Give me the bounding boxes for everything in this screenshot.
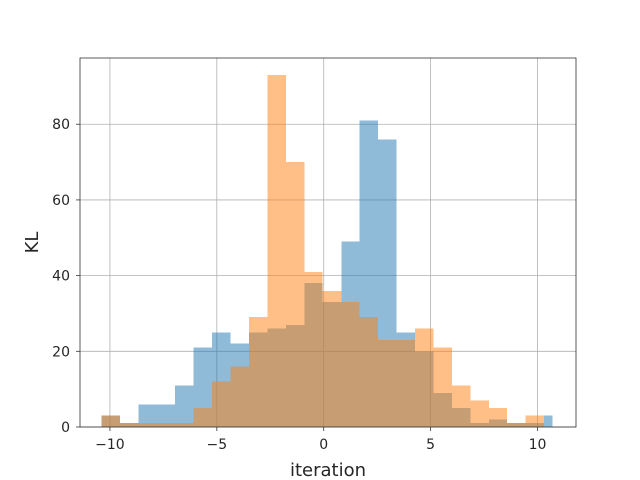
y-tick-label: 20: [52, 344, 70, 360]
histogram-bar: [212, 381, 231, 427]
histogram-bar: [507, 423, 526, 427]
x-tick-label: 5: [426, 437, 435, 453]
histogram-bar: [304, 271, 323, 427]
y-axis-title: KL: [22, 232, 43, 254]
histogram-bar: [544, 415, 553, 427]
histogram-bar: [359, 317, 379, 427]
histogram-bar: [378, 339, 397, 427]
x-tick-label: −5: [207, 437, 228, 453]
histogram-bar: [119, 423, 139, 427]
histogram-bar: [230, 366, 249, 427]
histogram-bar: [285, 162, 305, 428]
histogram-bar: [451, 385, 471, 427]
plot-frame: [79, 57, 577, 428]
histogram-bar: [341, 302, 360, 427]
bars-layer: [101, 75, 553, 428]
x-tick-label: 0: [319, 437, 328, 453]
series-1-bars: [101, 75, 545, 428]
histogram-bar: [433, 347, 452, 427]
histogram-bar: [193, 347, 213, 427]
histogram-bar: [156, 423, 176, 427]
ticks-layer: −10 −5 0 5 10 0 20 40 60 80: [52, 117, 546, 453]
histogram-bar: [101, 415, 120, 427]
histogram-bar: [156, 404, 176, 427]
histogram-bar: [175, 423, 194, 427]
histogram-bar: [175, 385, 194, 427]
histogram-bar: [267, 75, 286, 428]
y-tick-label: 40: [52, 269, 70, 285]
histogram-bar: [470, 400, 489, 427]
histogram-bar: [138, 423, 157, 427]
histogram-bar: [525, 415, 545, 427]
y-tick-label: 80: [52, 117, 70, 133]
x-axis-title: iteration: [290, 460, 366, 480]
x-tick-label: 10: [529, 437, 547, 453]
y-tick-label: 0: [61, 420, 70, 436]
histogram-bar: [396, 339, 416, 427]
x-tick-label: −10: [95, 437, 125, 453]
histogram-bar: [138, 404, 157, 427]
histogram-bar: [248, 317, 268, 427]
histogram-bar: [488, 408, 508, 427]
histogram-bar: [415, 328, 434, 427]
y-tick-label: 60: [52, 193, 70, 209]
histogram-bar: [193, 408, 213, 427]
histogram-bar: [322, 290, 342, 427]
